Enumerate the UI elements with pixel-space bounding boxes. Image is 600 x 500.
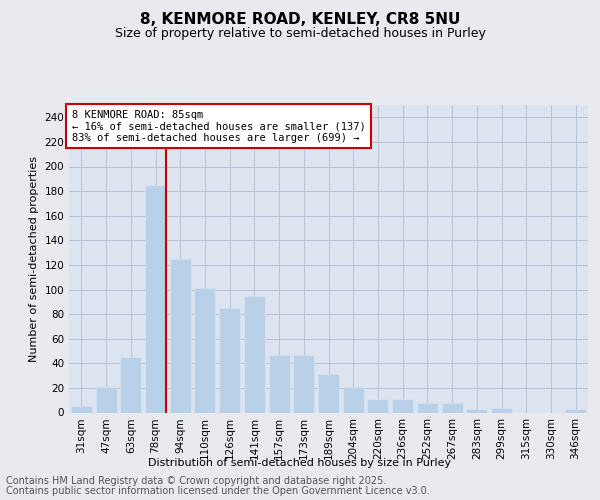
Bar — [293, 354, 314, 412]
Bar — [269, 354, 290, 412]
Bar — [318, 374, 339, 412]
Text: Size of property relative to semi-detached houses in Purley: Size of property relative to semi-detach… — [115, 28, 485, 40]
Bar — [442, 402, 463, 412]
Bar — [170, 259, 191, 412]
Text: Contains public sector information licensed under the Open Government Licence v3: Contains public sector information licen… — [6, 486, 430, 496]
Bar — [120, 357, 141, 412]
Text: 8, KENMORE ROAD, KENLEY, CR8 5NU: 8, KENMORE ROAD, KENLEY, CR8 5NU — [140, 12, 460, 28]
Bar — [71, 406, 92, 412]
Bar — [491, 408, 512, 412]
Bar — [194, 288, 215, 412]
Bar — [95, 386, 116, 412]
Bar — [244, 296, 265, 412]
Bar — [565, 409, 586, 412]
Bar — [145, 185, 166, 412]
Text: Contains HM Land Registry data © Crown copyright and database right 2025.: Contains HM Land Registry data © Crown c… — [6, 476, 386, 486]
Bar — [219, 308, 240, 412]
Bar — [392, 399, 413, 412]
Bar — [417, 402, 438, 412]
Y-axis label: Number of semi-detached properties: Number of semi-detached properties — [29, 156, 39, 362]
Text: 8 KENMORE ROAD: 85sqm
← 16% of semi-detached houses are smaller (137)
83% of sem: 8 KENMORE ROAD: 85sqm ← 16% of semi-deta… — [71, 110, 365, 143]
Text: Distribution of semi-detached houses by size in Purley: Distribution of semi-detached houses by … — [148, 458, 452, 468]
Bar — [466, 409, 487, 412]
Bar — [343, 386, 364, 412]
Bar — [367, 399, 388, 412]
